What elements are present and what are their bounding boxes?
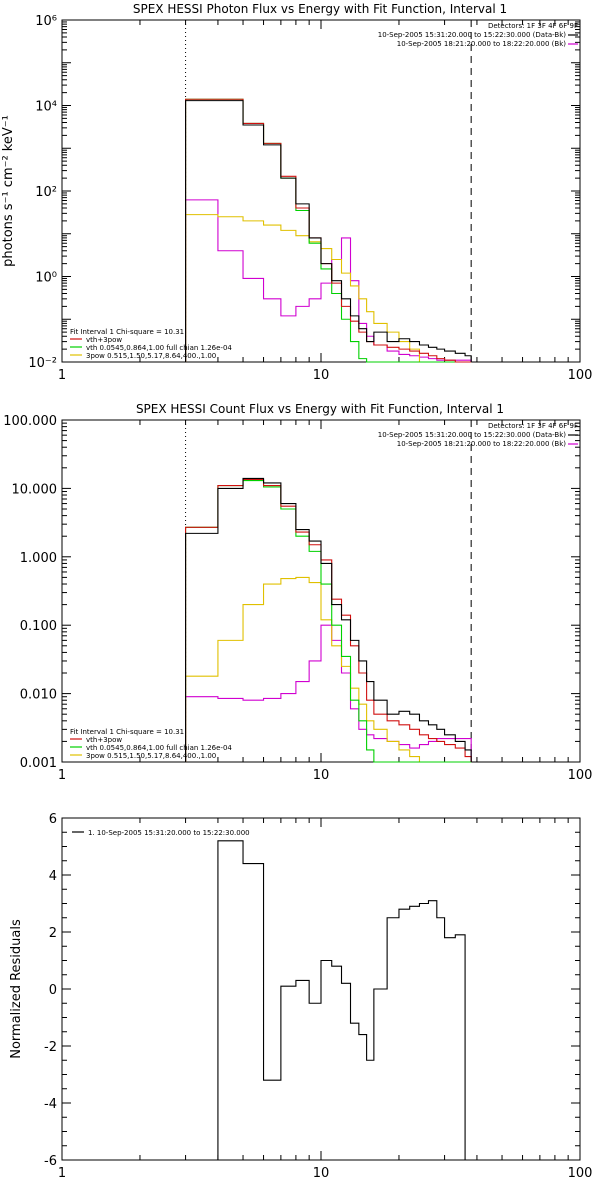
residuals-panel: Normalized Residuals 1 10 100 -6 -4 -2 0 2 4 6 1.… — [9, 812, 592, 1181]
y-tick-label: 0 — [49, 983, 57, 998]
x-tick-label: 1 — [58, 768, 66, 783]
count-flux-panel: SPEX HESSI Count Flux vs Energy with Fit… — [3, 402, 592, 783]
series-bk — [185, 199, 472, 362]
count-flux-info-detectors: Detectors: 1F 3F 4F 6F 9F — [488, 422, 578, 430]
x-tick-label: 10 — [313, 368, 330, 383]
photon-flux-fit-total: vth+3pow — [86, 336, 122, 344]
y-tick-label: 10⁶ — [35, 14, 57, 29]
y-tick-label: 10² — [35, 185, 57, 200]
series-data-bk — [185, 477, 472, 762]
photon-flux-y-axis-label: photons s⁻¹ cm⁻² keV⁻¹ — [1, 115, 16, 267]
series-vth-3pow — [185, 98, 472, 363]
photon-flux-title: SPEX HESSI Photon Flux vs Energy with Fi… — [133, 2, 507, 16]
series-data-bk — [185, 100, 472, 362]
count-flux-info-legend: Detectors: 1F 3F 4F 6F 9F 10-Sep-2005 15… — [378, 422, 578, 448]
photon-flux-fit-powerlaw: 3pow 0.515,1.50,5.17,8.64,400.,1.00 — [86, 352, 216, 360]
y-tick-label: 2 — [49, 926, 57, 941]
series-vth-3pow — [185, 478, 472, 762]
photon-flux-markers — [185, 20, 472, 362]
x-tick-label: 100 — [568, 368, 593, 383]
series-1-10-sep-2005-15-31-20-000-to-15-22-30-000 — [185, 840, 472, 1161]
photon-flux-info-detectors: Detectors: 1F 3F 4F 6F 9F — [488, 22, 578, 30]
y-tick-label: 10⁴ — [35, 100, 57, 115]
count-flux-title: SPEX HESSI Count Flux vs Energy with Fit… — [136, 402, 504, 416]
photon-flux-ticks: 1 10 100 10⁻² 10⁰ 10² 10⁴ 10⁶ — [28, 14, 592, 383]
residuals-y-axis-label: Normalized Residuals — [9, 919, 24, 1059]
y-tick-label: 4 — [49, 869, 57, 884]
photon-flux-fit-header: Fit Interval 1 Chi-square = 10.31 — [70, 328, 184, 336]
y-tick-label: -6 — [44, 1154, 57, 1169]
y-tick-label: 10.000 — [12, 482, 58, 497]
residuals-ticks: 1 10 100 -6 -4 -2 0 2 4 6 — [44, 812, 592, 1181]
residuals-legend: 1. 10-Sep-2005 15:31:20.000 to 15:22:30.… — [72, 829, 250, 837]
y-tick-label: -2 — [44, 1040, 57, 1055]
residuals-legend-text: 1. 10-Sep-2005 15:31:20.000 to 15:22:30.… — [88, 829, 250, 837]
count-flux-markers — [185, 420, 472, 762]
x-tick-label: 100 — [568, 1166, 593, 1181]
photon-flux-series — [185, 98, 472, 363]
series-vth — [185, 98, 472, 363]
y-tick-label: 10⁰ — [35, 271, 57, 286]
x-tick-label: 100 — [568, 768, 593, 783]
x-tick-label: 1 — [58, 1166, 66, 1181]
x-tick-label: 10 — [313, 1166, 330, 1181]
y-tick-label: 100.000 — [3, 414, 57, 429]
count-flux-series — [185, 477, 472, 763]
count-flux-fit-legend: Fit Interval 1 Chi-square = 10.31 vth+3p… — [70, 728, 232, 760]
y-tick-label: 6 — [49, 812, 57, 827]
photon-flux-panel: SPEX HESSI Photon Flux vs Energy with Fi… — [1, 2, 592, 383]
count-flux-info-data-interval: 10-Sep-2005 15:31:20.000 to 15:22:30.000… — [378, 431, 567, 439]
photon-flux-info-data-interval: 10-Sep-2005 15:31:20.000 to 15:22:30.000… — [378, 31, 567, 39]
series-3pow — [185, 214, 472, 363]
y-tick-label: 0.001 — [20, 756, 57, 771]
count-flux-ticks: 1 10 100 0.001 0.010 0.100 1.000 10.000 100.000 — [3, 414, 592, 783]
count-flux-info-bk-interval: 10-Sep-2005 18:21:20.000 to 18:22:20.000… — [397, 440, 567, 448]
count-flux-fit-total: vth+3pow — [86, 736, 122, 744]
photon-flux-fit-thermal: vth 0.0545,0.864,1.00 full chian 1.26e-0… — [86, 344, 232, 352]
photon-flux-info-bk-interval: 10-Sep-2005 18:21:20.000 to 18:22:20.000… — [397, 40, 567, 48]
series-bk — [185, 624, 472, 762]
count-flux-fit-powerlaw: 3pow 0.515,1.50,5.17,8.64,400.,1.00 — [86, 752, 216, 760]
y-tick-label: 1.000 — [20, 551, 57, 566]
x-tick-label: 10 — [313, 768, 330, 783]
count-flux-fit-header: Fit Interval 1 Chi-square = 10.31 — [70, 728, 184, 736]
photon-flux-info-legend: Detectors: 1F 3F 4F 6F 9F 10-Sep-2005 15… — [378, 22, 578, 48]
y-tick-label: 0.100 — [20, 619, 57, 634]
y-tick-label: -4 — [44, 1097, 57, 1112]
photon-flux-plot-frame — [61, 19, 581, 363]
residuals-series — [185, 840, 472, 1161]
y-tick-label: 10⁻² — [28, 356, 57, 371]
y-tick-label: 0.010 — [20, 688, 57, 703]
x-tick-label: 1 — [58, 368, 66, 383]
series-vth — [185, 480, 472, 763]
count-flux-fit-thermal: vth 0.0545,0.864,1.00 full chian 1.26e-0… — [86, 744, 232, 752]
photon-flux-fit-legend: Fit Interval 1 Chi-square = 10.31 vth+3p… — [70, 328, 232, 360]
